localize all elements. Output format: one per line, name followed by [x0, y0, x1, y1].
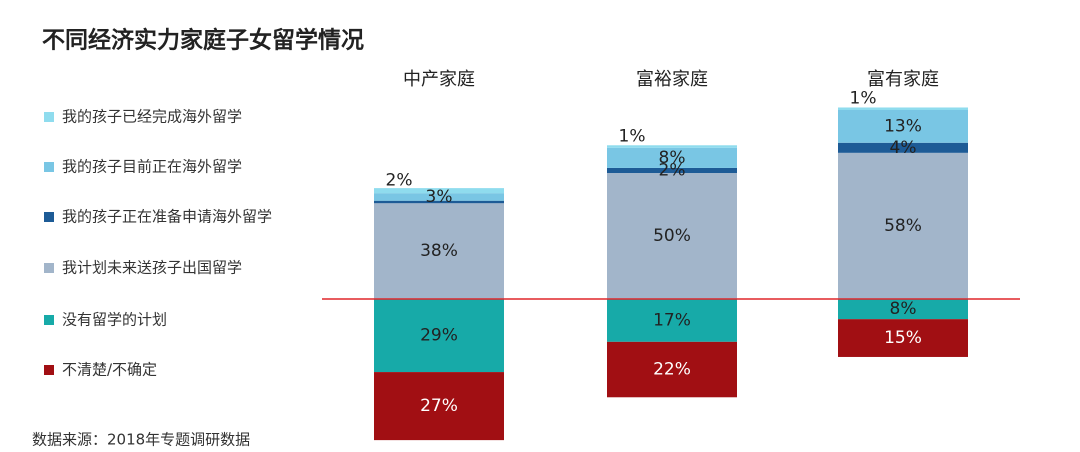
bar-segment	[838, 319, 968, 357]
legend-swatch	[44, 365, 54, 375]
value-label: 2%	[386, 171, 413, 191]
value-label: 29%	[420, 326, 458, 346]
value-label: 22%	[653, 360, 691, 380]
category-label: 富裕家庭	[636, 69, 708, 90]
bar-segment	[607, 173, 737, 299]
legend-swatch	[44, 263, 54, 273]
value-label: 8%	[659, 148, 686, 168]
bar-segment	[838, 107, 968, 110]
value-label: 4%	[890, 138, 917, 158]
category-label: 富有家庭	[867, 69, 939, 90]
legend-label: 我计划未来送孩子出国留学	[62, 259, 242, 277]
source-note: 数据来源：2018年专题调研数据	[32, 431, 250, 449]
bar-segment	[838, 299, 968, 320]
chart-title: 不同经济实力家庭子女留学情况	[42, 27, 364, 54]
bar-segment	[838, 152, 968, 299]
value-label: 3%	[426, 187, 453, 207]
value-label: 2%	[659, 160, 686, 180]
value-label: 1%	[619, 127, 646, 147]
legend-label: 不清楚/不确定	[62, 361, 157, 379]
legend-swatch	[44, 112, 54, 122]
value-label: 13%	[884, 116, 922, 136]
bar-segment	[838, 110, 968, 143]
legend-swatch	[44, 162, 54, 172]
legend-label: 我的孩子已经完成海外留学	[62, 108, 242, 126]
legend-label: 我的孩子正在准备申请海外留学	[62, 208, 272, 226]
legend-swatch	[44, 315, 54, 325]
bar-segment	[374, 188, 504, 194]
bar-segment	[607, 145, 737, 148]
value-label: 50%	[653, 226, 691, 246]
bar-segment	[374, 203, 504, 299]
bar-segment	[374, 372, 504, 441]
bar-segment	[607, 167, 737, 173]
bar-segment	[374, 200, 504, 204]
value-label: 1%	[850, 89, 877, 109]
value-label: 15%	[884, 328, 922, 348]
category-label: 中产家庭	[403, 69, 475, 90]
bar-segment	[607, 299, 737, 342]
bar-segment	[607, 341, 737, 398]
bar-segment	[374, 299, 504, 373]
value-label: 38%	[420, 241, 458, 261]
bar-segment	[607, 147, 737, 168]
bar-segment	[838, 142, 968, 153]
bar-segment	[374, 193, 504, 201]
legend-label: 没有留学的计划	[62, 311, 167, 329]
value-label: 8%	[890, 299, 917, 319]
legend-swatch	[44, 212, 54, 222]
value-label: 58%	[884, 216, 922, 236]
value-label: 27%	[420, 396, 458, 416]
legend-label: 我的孩子目前正在海外留学	[62, 158, 242, 176]
value-label: 17%	[653, 310, 691, 330]
